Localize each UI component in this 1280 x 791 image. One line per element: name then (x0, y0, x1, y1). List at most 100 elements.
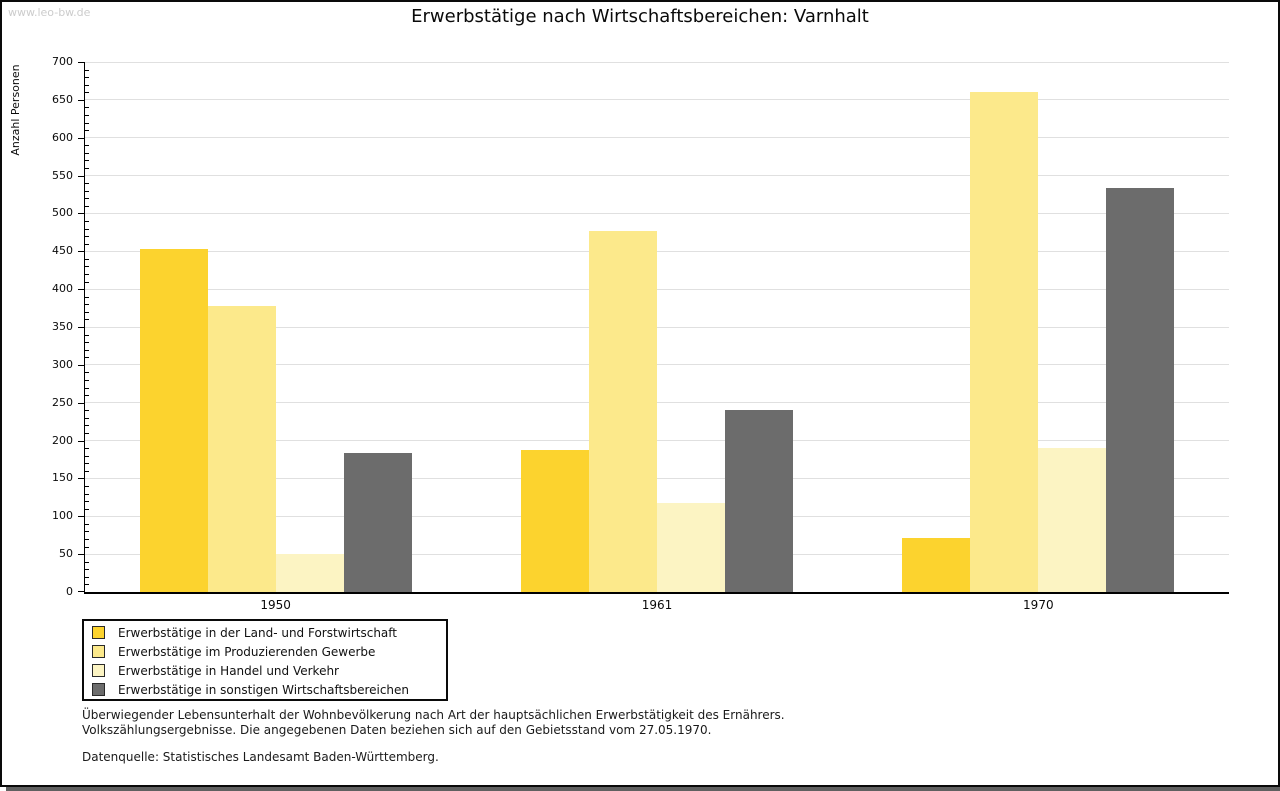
y-tick-label: 450 (52, 244, 73, 258)
y-major-tick (78, 327, 85, 328)
y-minor-tick (85, 190, 89, 192)
x-tick-label: 1961 (641, 598, 673, 612)
y-minor-tick (85, 463, 89, 465)
y-major-tick (78, 175, 85, 177)
y-minor-tick (85, 372, 89, 374)
legend-label: Erwerbstätige in sonstigen Wirtschaftsbe… (118, 682, 410, 697)
y-minor-tick (85, 569, 89, 571)
y-minor-tick (85, 168, 89, 169)
y-tick-label: 200 (52, 433, 73, 447)
y-minor-tick (85, 539, 89, 540)
legend-item: Erwerbstätige in der Land- und Forstwirt… (84, 623, 446, 642)
legend-label: Erwerbstätige im Produzierenden Gewerbe (118, 644, 376, 659)
y-tick-label: 250 (52, 395, 73, 409)
y-minor-tick (85, 205, 89, 207)
y-minor-tick (85, 561, 89, 563)
y-minor-tick (85, 546, 89, 548)
y-tick-label: 50 (59, 547, 73, 561)
page-title: Erwerbstätige nach Wirtschaftsbereichen:… (411, 6, 869, 27)
y-tick-label: 350 (52, 320, 73, 333)
frame-shadow (6, 787, 1280, 791)
legend-swatch (92, 645, 105, 658)
bar-1950-s3 (275, 554, 344, 592)
y-minor-tick (85, 455, 89, 457)
legend-swatch (92, 664, 105, 677)
y-tick-label: 100 (52, 509, 73, 523)
y-axis-title: Anzahl Personen (9, 64, 22, 156)
footnote-line1: Überwiegender Lebensunterhalt der Wohnbe… (82, 708, 785, 722)
y-tick-label: 550 (52, 168, 73, 182)
y-minor-tick (85, 130, 89, 132)
bar-1970-s1 (902, 537, 971, 592)
y-minor-tick (85, 84, 89, 86)
legend-item: Erwerbstätige in sonstigen Wirtschaftsbe… (84, 680, 446, 699)
y-minor-tick (85, 183, 89, 185)
y-minor-tick (85, 319, 89, 321)
gridline (85, 175, 1229, 177)
y-minor-tick (85, 357, 89, 359)
y-major-tick (78, 402, 85, 404)
gridline (85, 402, 1229, 404)
bar-1961-s4 (725, 410, 793, 592)
y-tick-label: 600 (52, 130, 73, 144)
legend-label: Erwerbstätige in der Land- und Forstwirt… (118, 625, 397, 640)
y-tick-label: 150 (52, 471, 73, 485)
legend-item: Erwerbstätige im Produzierenden Gewerbe (84, 642, 446, 661)
x-tick-label: 1970 (1023, 598, 1054, 612)
y-tick-label: 650 (52, 92, 73, 106)
y-major-tick (78, 213, 85, 215)
y-minor-tick (85, 160, 89, 162)
y-major-tick (78, 554, 85, 556)
gridline (85, 212, 1229, 214)
legend-label: Erwerbstätige in Handel und Verkehr (118, 663, 339, 678)
legend-item: Erwerbstätige in Handel und Verkehr (84, 661, 446, 680)
y-minor-tick (85, 334, 89, 336)
y-tick-label: 0 (66, 585, 73, 598)
y-minor-tick (85, 380, 89, 381)
y-tick-label: 700 (52, 55, 73, 68)
bar-1970-s4 (1106, 188, 1175, 592)
gridline (85, 477, 1229, 479)
y-tick-label: 500 (52, 206, 73, 220)
y-minor-tick (85, 486, 89, 487)
y-minor-tick (85, 470, 89, 472)
y-minor-tick (85, 342, 89, 344)
gridline (85, 250, 1229, 252)
gridline (85, 61, 1229, 63)
y-tick-label: 300 (52, 357, 73, 371)
y-minor-tick (85, 152, 89, 154)
y-minor-tick (85, 92, 89, 94)
gridline (85, 137, 1229, 139)
y-minor-tick (85, 281, 89, 283)
gridline (85, 440, 1229, 442)
footnote-line2: Volkszählungsergebnisse. Die angegebenen… (82, 722, 712, 737)
y-minor-tick (85, 236, 89, 238)
footnote: Überwiegender Lebensunterhalt der Wohnbe… (82, 708, 785, 765)
y-minor-tick (85, 145, 89, 147)
y-minor-tick (85, 448, 89, 450)
bar-1961-s3 (657, 503, 725, 592)
y-tick-label: 400 (52, 282, 73, 296)
watermark: www.leo-bw.de (8, 6, 91, 19)
plot-area: 0 50 100 150 200 250 300 350 400 450 500 550 600 650 7… (52, 55, 1229, 612)
y-minor-tick (85, 266, 89, 268)
x-tick-label: 1950 (260, 598, 291, 612)
y-minor-tick (85, 274, 89, 275)
y-minor-tick (85, 198, 89, 200)
bar-1950-s4 (343, 452, 412, 592)
bar-1961-s2 (589, 230, 657, 592)
legend-swatch (92, 626, 105, 639)
y-minor-tick (85, 122, 89, 124)
gridline (85, 99, 1229, 101)
y-minor-tick (85, 395, 89, 397)
y-major-tick (78, 137, 85, 139)
y-major-tick (78, 364, 85, 366)
y-major-tick (78, 516, 85, 518)
y-major-tick (78, 62, 85, 63)
y-major-tick (78, 99, 85, 101)
y-major-tick (78, 591, 85, 592)
gridline (85, 364, 1229, 366)
y-minor-tick (85, 349, 89, 351)
gridline (85, 326, 1229, 328)
